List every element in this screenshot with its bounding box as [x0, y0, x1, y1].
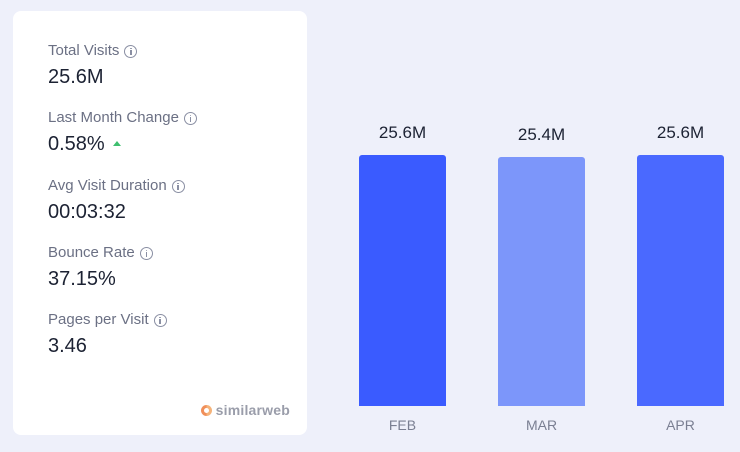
info-icon[interactable]: [153, 313, 167, 327]
metric-value: 3.46: [48, 335, 87, 357]
bar-feb[interactable]: [359, 155, 446, 406]
metric-label-row: Total Visits: [48, 42, 138, 60]
metric-value: 0.58%: [48, 133, 105, 155]
metric-label-row: Last Month Change: [48, 109, 197, 127]
metric-value-row: 00:03:32: [48, 200, 185, 224]
metric-value-row: 37.15%: [48, 267, 153, 291]
monthly-visits-bar-chart: 25.6M FEB 25.4M MAR 25.6M APR: [320, 0, 740, 452]
metric-pages-per-visit: Pages per Visit 3.46: [48, 311, 167, 358]
metric-value: 00:03:32: [48, 201, 126, 223]
metric-last-month-change: Last Month Change 0.58%: [48, 109, 197, 156]
metric-avg-visit-duration: Avg Visit Duration 00:03:32: [48, 177, 185, 224]
metric-label-row: Pages per Visit: [48, 311, 167, 329]
brand-name: similarweb: [215, 402, 290, 418]
bar-mar[interactable]: [498, 156, 585, 406]
metric-label-row: Avg Visit Duration: [48, 177, 185, 195]
info-icon[interactable]: [124, 44, 138, 58]
metric-value: 25.6M: [48, 66, 104, 88]
metric-value: 37.15%: [48, 268, 116, 290]
metric-label: Bounce Rate: [48, 244, 135, 261]
bar-apr[interactable]: [637, 155, 724, 406]
info-icon[interactable]: [183, 111, 197, 125]
engagement-stats-card: Total Visits 25.6M Last Month Change 0.5…: [13, 11, 307, 435]
metric-value-row: 0.58%: [48, 132, 197, 156]
bar-value-label: 25.6M: [656, 123, 705, 142]
info-icon[interactable]: [139, 246, 153, 260]
x-axis-tick-label: FEB: [388, 417, 417, 433]
metric-total-visits: Total Visits 25.6M: [48, 42, 138, 89]
trend-up-icon: [112, 140, 121, 146]
metric-label: Last Month Change: [48, 109, 179, 126]
info-icon[interactable]: [171, 179, 185, 193]
x-axis-tick-label: MAR: [525, 417, 558, 433]
metric-value-row: 25.6M: [48, 65, 137, 89]
similarweb-logo-icon: [200, 404, 212, 416]
metric-value-row: 3.46: [48, 334, 167, 358]
bar-value-label: 25.4M: [517, 124, 566, 144]
x-axis-tick-label: APR: [666, 417, 695, 433]
metric-label: Total Visits: [48, 42, 120, 59]
metric-bounce-rate: Bounce Rate 37.15%: [48, 244, 153, 291]
metric-label-row: Bounce Rate: [48, 244, 153, 262]
metric-label: Pages per Visit: [48, 311, 149, 328]
bar-value-label: 25.6M: [378, 123, 427, 142]
brand-logo[interactable]: similarweb: [200, 402, 290, 418]
metric-label: Avg Visit Duration: [48, 177, 167, 194]
